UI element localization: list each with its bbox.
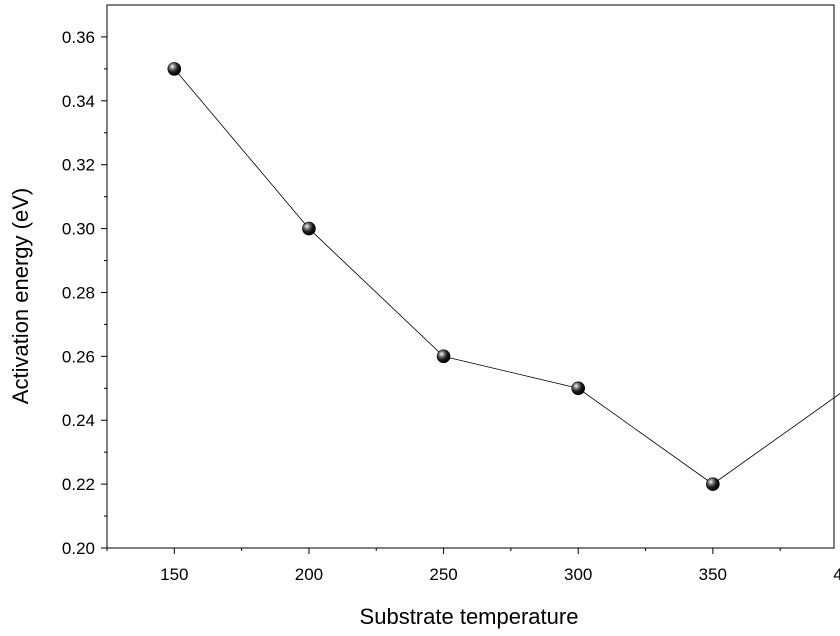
y-axis-title: Activation energy (eV) (8, 188, 33, 404)
x-axis-title: Substrate temperature (360, 604, 579, 629)
y-tick-label: 0.26 (62, 347, 95, 366)
data-point (167, 62, 182, 76)
data-point (302, 221, 316, 236)
y-tick-label: 0.28 (62, 283, 95, 302)
plot-frame (106, 4, 835, 549)
x-axis-ticks: 150 200 250 300 350 400 (106, 548, 840, 584)
x-tick-label: 350 (699, 565, 727, 584)
data-series (167, 62, 840, 491)
x-tick-label: 150 (160, 565, 188, 584)
y-tick-label: 0.36 (62, 28, 95, 47)
x-tick-label: 250 (429, 565, 457, 584)
x-tick-label: 300 (564, 565, 592, 584)
y-tick-label: 0.32 (62, 156, 95, 175)
y-tick-label: 0.22 (62, 475, 95, 494)
data-point (571, 381, 586, 396)
data-point (436, 349, 451, 364)
y-tick-label: 0.24 (62, 411, 95, 430)
y-tick-label: 0.34 (62, 92, 95, 111)
y-tick-label: 0.30 (62, 220, 95, 239)
data-point (706, 477, 720, 491)
y-tick-label: 0.20 (62, 539, 95, 558)
x-tick-label: 400 (833, 565, 840, 584)
series-line (174, 68, 840, 485)
x-tick-label: 200 (295, 565, 323, 584)
y-axis-ticks: 0.20 0.22 0.24 0.26 0.28 0.30 0.32 0.34 0.36 (62, 28, 107, 558)
